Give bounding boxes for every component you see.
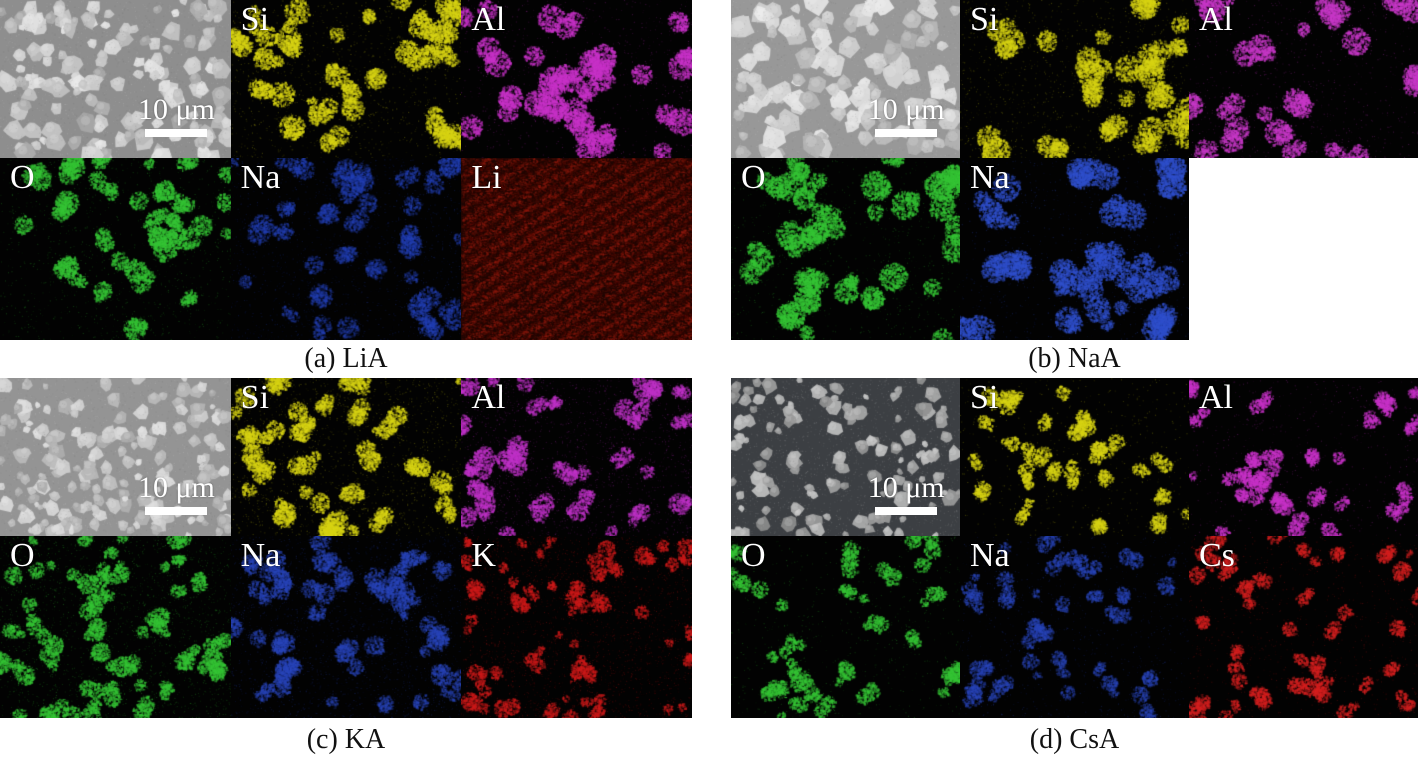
element-label-li: Li — [471, 159, 502, 196]
element-label-o: O — [10, 159, 35, 196]
eds-map-na: Na — [960, 158, 1189, 340]
panel-csa: 10 μm Si Al O Na Cs — [731, 378, 1418, 762]
caption-ka: (c) KA — [306, 724, 386, 755]
map-canvas — [461, 158, 692, 340]
element-label-si: Si — [240, 1, 270, 38]
scale-bar-label: 10 μm — [867, 92, 945, 126]
sem-image-lia: 10 μm — [0, 0, 231, 158]
element-label-al: Al — [1199, 379, 1233, 416]
scale-bar-label: 10 μm — [137, 470, 215, 504]
element-label-al: Al — [471, 1, 506, 38]
map-canvas — [461, 0, 692, 158]
element-label-o: O — [741, 537, 766, 574]
scale-bar-line — [145, 128, 208, 137]
scale-bar: 10 μm — [129, 470, 224, 515]
map-canvas — [461, 378, 692, 536]
eds-map-al: Al — [461, 378, 692, 536]
map-canvas — [731, 536, 960, 718]
element-label-si: Si — [970, 379, 999, 416]
eds-map-si: Si — [230, 378, 462, 536]
eds-map-na: Na — [230, 536, 462, 718]
scale-bar-line — [145, 506, 208, 515]
map-canvas — [0, 536, 231, 718]
map-canvas — [230, 0, 462, 158]
element-label-na: Na — [240, 537, 281, 574]
eds-map-li: Li — [461, 158, 692, 340]
scale-bar-line — [875, 128, 938, 137]
map-canvas — [230, 158, 462, 340]
eds-map-cs: Cs — [1189, 536, 1418, 718]
map-canvas — [0, 158, 231, 340]
tile-grid-ka: 10 μm Si Al O Na K — [0, 378, 692, 718]
scale-bar: 10 μm — [859, 470, 953, 515]
sem-image-naa: 10 μm — [731, 0, 960, 158]
sem-image-csa: 10 μm — [731, 378, 960, 536]
element-label-k: K — [471, 537, 496, 574]
map-canvas — [1189, 378, 1418, 536]
element-label-o: O — [10, 537, 35, 574]
caption-csa: (d) CsA — [1029, 724, 1120, 755]
element-label-na: Na — [240, 159, 281, 196]
empty-cell — [1189, 158, 1418, 340]
scale-bar-line — [875, 506, 938, 515]
panel-naa: 10 μm Si Al O Na (b) NaA — [731, 0, 1418, 378]
element-label-al: Al — [1199, 1, 1233, 38]
eds-map-na: Na — [230, 158, 462, 340]
sem-image-ka: 10 μm — [0, 378, 231, 536]
tile-grid-naa: 10 μm Si Al O Na — [731, 0, 1418, 340]
eds-map-o: O — [0, 536, 231, 718]
panel-ka: 10 μm Si Al O Na K — [0, 378, 692, 762]
eds-map-na: Na — [960, 536, 1189, 718]
scale-bar-label: 10 μm — [867, 470, 945, 504]
map-canvas — [1189, 536, 1418, 718]
eds-map-si: Si — [230, 0, 462, 158]
element-label-al: Al — [471, 379, 506, 416]
caption-lia: (a) LiA — [304, 343, 388, 374]
element-label-si: Si — [240, 379, 270, 416]
eds-map-al: Al — [1189, 378, 1418, 536]
eds-map-o: O — [731, 536, 960, 718]
scale-bar: 10 μm — [129, 92, 224, 137]
caption-naa: (b) NaA — [1028, 343, 1121, 374]
map-canvas — [960, 378, 1189, 536]
map-canvas — [1189, 0, 1418, 158]
map-canvas — [960, 536, 1189, 718]
map-canvas — [461, 536, 692, 718]
eds-map-o: O — [0, 158, 231, 340]
eds-map-k: K — [461, 536, 692, 718]
element-label-o: O — [741, 159, 766, 196]
tile-grid-csa: 10 μm Si Al O Na Cs — [731, 378, 1418, 718]
map-canvas — [230, 536, 462, 718]
map-canvas — [960, 0, 1189, 158]
eds-map-si: Si — [960, 378, 1189, 536]
element-label-si: Si — [970, 1, 999, 38]
map-canvas — [731, 158, 960, 340]
eds-map-si: Si — [960, 0, 1189, 158]
element-label-na: Na — [970, 159, 1010, 196]
eds-map-al: Al — [461, 0, 692, 158]
scale-bar: 10 μm — [859, 92, 953, 137]
tile-grid-lia: 10 μm Si Al O Na Li — [0, 0, 692, 340]
map-canvas — [960, 158, 1189, 340]
element-label-na: Na — [970, 537, 1010, 574]
element-label-cs: Cs — [1199, 537, 1235, 574]
scale-bar-label: 10 μm — [137, 92, 215, 126]
panel-lia: 10 μm Si Al O Na Li — [0, 0, 692, 378]
map-canvas — [230, 378, 462, 536]
eds-map-o: O — [731, 158, 960, 340]
eds-map-al: Al — [1189, 0, 1418, 158]
